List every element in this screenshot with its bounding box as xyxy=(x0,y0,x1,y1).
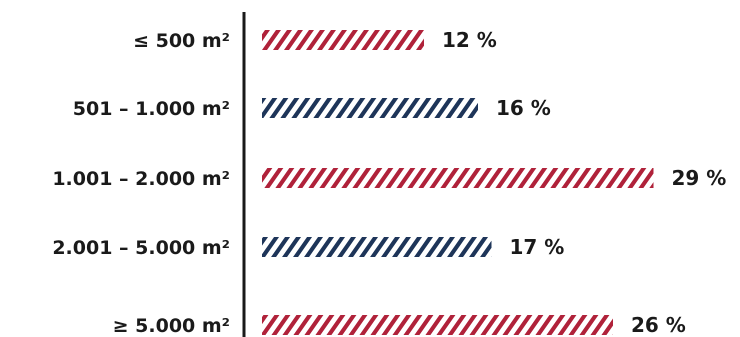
value-label: 12 % xyxy=(442,28,497,52)
bar xyxy=(262,237,492,257)
bar xyxy=(262,30,424,50)
category-label: 501 – 1.000 m² xyxy=(73,98,230,120)
value-label: 17 % xyxy=(510,235,565,259)
category-label: 1.001 – 2.000 m² xyxy=(52,168,230,190)
value-label: 26 % xyxy=(631,313,686,337)
bar xyxy=(262,315,613,335)
value-label: 29 % xyxy=(672,166,727,190)
category-label: 2.001 – 5.000 m² xyxy=(52,237,230,259)
value-label: 16 % xyxy=(496,96,551,120)
bar xyxy=(262,98,478,118)
bar xyxy=(262,168,654,188)
category-label: ≥ 5.000 m² xyxy=(113,315,230,337)
category-label: ≤ 500 m² xyxy=(133,30,230,52)
